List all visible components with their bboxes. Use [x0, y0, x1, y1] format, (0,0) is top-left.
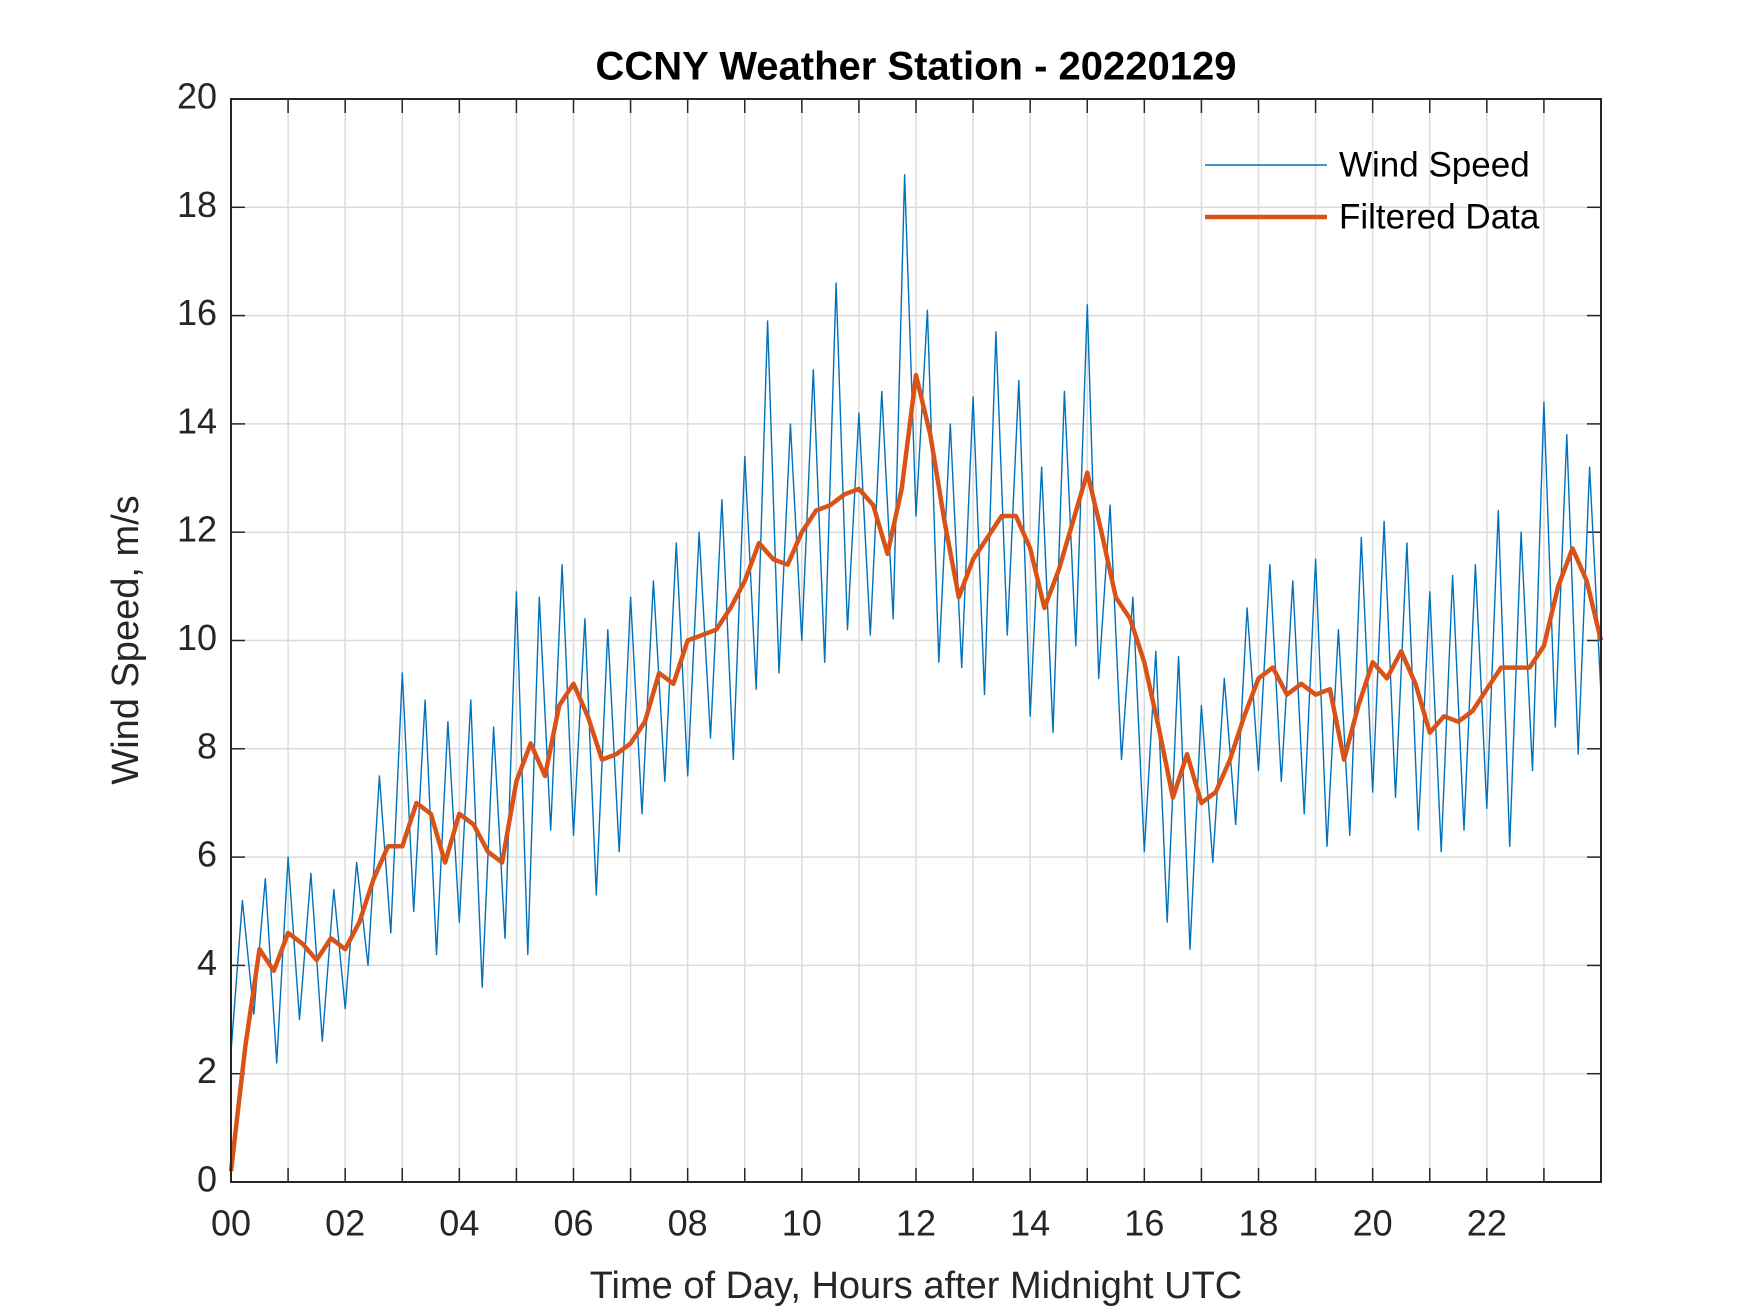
y-axis-label: Wind Speed, m/s	[105, 495, 147, 784]
chart-title: CCNY Weather Station - 20220129	[596, 45, 1237, 89]
x-tick-label: 10	[782, 1203, 822, 1244]
y-tick-label: 14	[177, 400, 217, 441]
x-axis-label: Time of Day, Hours after Midnight UTC	[590, 1265, 1243, 1307]
x-tick-label: 04	[439, 1203, 479, 1244]
legend-label: Wind Speed	[1339, 145, 1530, 184]
data-line	[228, 372, 1604, 1172]
x-tick-label: 06	[553, 1203, 593, 1244]
x-tick-label: 12	[896, 1203, 936, 1244]
y-tick-label: 0	[197, 1159, 217, 1200]
legend-label: Filtered Data	[1339, 197, 1540, 236]
y-tick-label: 2	[197, 1050, 217, 1091]
x-tick-label: 00	[211, 1203, 251, 1244]
x-tick-label: 02	[325, 1203, 365, 1244]
y-tick-label: 20	[177, 76, 217, 117]
y-tick-label: 18	[177, 184, 217, 225]
y-tick-label: 4	[197, 942, 217, 983]
data-line	[230, 174, 1602, 1064]
y-tick-label: 12	[177, 509, 217, 550]
x-tick-label: 22	[1467, 1203, 1507, 1244]
x-tick-label: 20	[1353, 1203, 1393, 1244]
y-tick-label: 8	[197, 725, 217, 766]
x-tick-label: 16	[1124, 1203, 1164, 1244]
axes-box	[230, 98, 1602, 1183]
x-tick-label: 18	[1238, 1203, 1278, 1244]
y-tick-label: 6	[197, 834, 217, 875]
y-tick-label: 10	[177, 617, 217, 658]
x-tick-label: 08	[668, 1203, 708, 1244]
x-tick-label: 14	[1010, 1203, 1050, 1244]
y-tick-label: 16	[177, 292, 217, 333]
